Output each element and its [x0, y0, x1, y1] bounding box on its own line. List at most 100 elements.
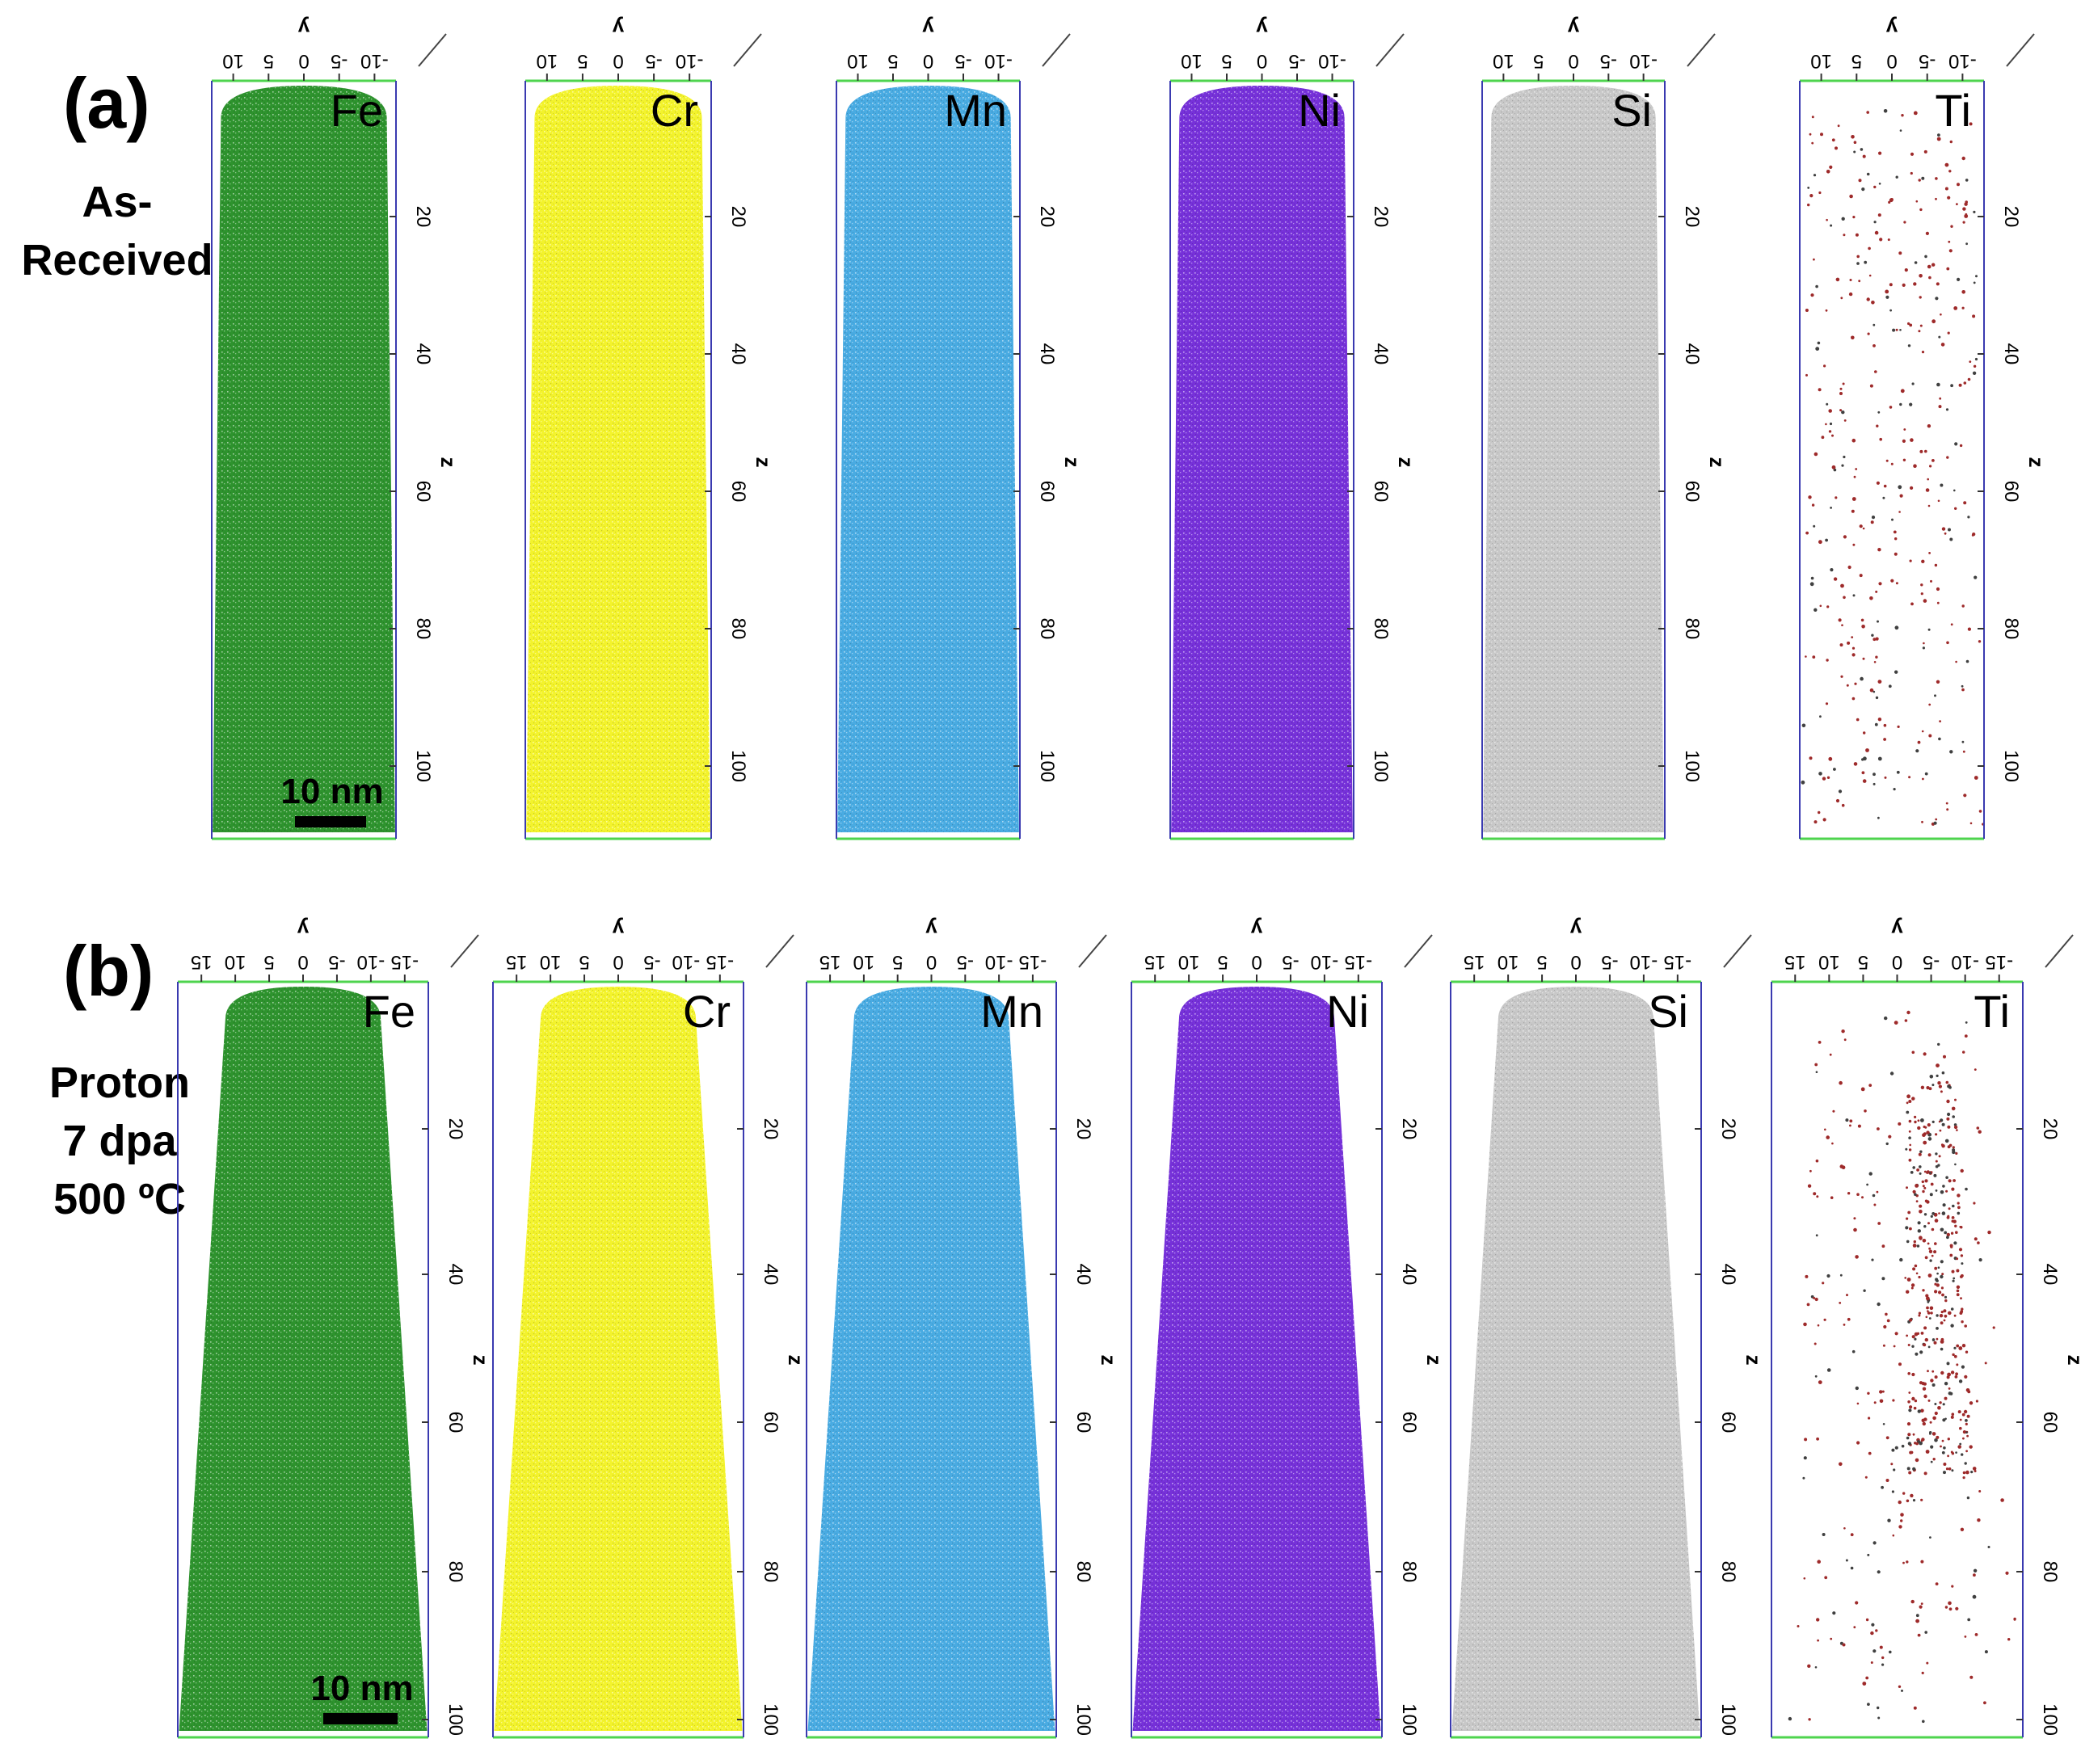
ti-atom: [1910, 1493, 1914, 1498]
ti-atom: [1937, 499, 1940, 503]
ti-atom: [1936, 1074, 1939, 1077]
ti-atom: [1910, 152, 1915, 156]
ti-atom: [1879, 238, 1883, 242]
ti-atom: [1935, 818, 1938, 821]
ti-atom: [1862, 527, 1865, 530]
z-tick-label: 80: [1036, 618, 1058, 640]
ti-atom: [1894, 1446, 1898, 1450]
ti-atom: [1956, 1129, 1958, 1131]
ti-atom: [1852, 216, 1856, 219]
ti-atom: [1912, 1166, 1915, 1169]
ti-atom: [1878, 582, 1882, 586]
ti-atom: [1948, 1311, 1952, 1316]
ti-atom: [1935, 1278, 1939, 1282]
ti-atom: [1930, 1379, 1934, 1383]
ti-atom: [1899, 402, 1902, 406]
element-label-si: Si: [1611, 85, 1652, 136]
ti-atom: [1965, 659, 1969, 663]
ti-atom: [1811, 503, 1815, 507]
ti-atom: [1809, 194, 1814, 198]
y-tick-label: 5: [1536, 951, 1547, 973]
ti-atom: [1838, 789, 1843, 794]
y-axis-name: y: [1891, 917, 1903, 941]
ti-atom: [1842, 1643, 1846, 1647]
ti-atom: [1978, 1490, 1982, 1492]
ti-atom: [1911, 1097, 1915, 1101]
ti-atom: [1936, 1337, 1939, 1341]
ti-atom: [1972, 314, 1976, 318]
ti-atom: [1961, 740, 1965, 743]
ti-atom: [1949, 750, 1953, 754]
ti-atom: [1929, 1075, 1934, 1079]
ti-atom: [1883, 109, 1888, 113]
ti-atom: [1984, 1362, 1987, 1365]
ti-atom: [1920, 1118, 1924, 1122]
ti-atom: [1906, 1499, 1910, 1503]
ti-atom: [1872, 344, 1876, 347]
ti-atom: [1910, 171, 1913, 175]
y-tick-label: 10: [1178, 951, 1200, 973]
ti-atom: [1950, 1307, 1954, 1311]
ti-atom: [1862, 657, 1865, 660]
ti-atom: [1914, 261, 1918, 264]
ti-atom: [1963, 381, 1967, 385]
ti-atom: [1969, 1401, 1974, 1405]
ti-atom: [1853, 1626, 1856, 1629]
ti-atom: [1934, 1290, 1938, 1294]
ti-atom: [1961, 306, 1965, 309]
ti-atom: [1938, 405, 1942, 409]
ti-atom: [1807, 1184, 1812, 1188]
y-tick-label: 0: [1257, 50, 1267, 72]
z-tick-label: 40: [1370, 343, 1392, 365]
ti-atom: [1818, 1380, 1822, 1384]
ti-atom: [1814, 820, 1818, 824]
condition-label-line: 7 dpa: [62, 1117, 177, 1165]
ti-atom: [1805, 373, 1808, 377]
ti-atom: [1947, 1215, 1950, 1218]
ti-atom: [1872, 1541, 1877, 1545]
ti-atom: [1922, 777, 1924, 781]
ti-atom: [1927, 1370, 1929, 1373]
z-tick-label: 40: [1717, 1264, 1739, 1286]
ti-atom: [1931, 1084, 1935, 1087]
ti-atom: [1906, 1217, 1909, 1220]
ti-atom: [1950, 225, 1953, 228]
ti-atom: [1865, 1676, 1869, 1680]
y-tick-label: 5: [892, 951, 903, 973]
z-axis-name: z: [2024, 457, 2049, 468]
ti-atom: [1948, 1607, 1953, 1611]
ti-atom: [1946, 1099, 1950, 1104]
ti-atom: [1941, 1071, 1945, 1075]
ti-atom: [1915, 1458, 1919, 1463]
ti-atom: [1962, 221, 1965, 224]
ti-atom: [1925, 1450, 1930, 1454]
ti-atom: [1931, 1383, 1936, 1387]
specimen-texture: [1451, 987, 1700, 1731]
ti-atom: [1965, 1419, 1968, 1422]
perspective-line: [450, 934, 479, 968]
ti-atom: [1934, 1219, 1939, 1223]
ti-atom: [1818, 810, 1821, 815]
ti-atom: [1851, 697, 1856, 701]
ti-atom: [1813, 1192, 1817, 1196]
ti-atom: [1936, 1314, 1939, 1317]
ti-atom: [1875, 590, 1878, 593]
y-axis-name: y: [1567, 16, 1579, 40]
ti-atom: [1977, 1241, 1980, 1244]
ti-atom: [1856, 1402, 1860, 1405]
z-tick-label: 100: [727, 750, 749, 782]
ti-atom: [1915, 749, 1919, 753]
ti-atom: [1899, 329, 1902, 331]
ti-atom: [1947, 1084, 1951, 1088]
scale-bar-line: [323, 1713, 398, 1724]
ti-atom: [1875, 637, 1879, 641]
ti-atom: [1939, 1401, 1942, 1404]
ti-atom: [1832, 1109, 1835, 1113]
ti-atom: [1861, 1196, 1864, 1199]
ti-atom: [1838, 618, 1842, 622]
perspective-line: [1078, 934, 1107, 968]
ti-atom: [1856, 255, 1860, 259]
ti-atom: [1847, 1317, 1851, 1321]
ti-atom: [1957, 1410, 1961, 1414]
atom-map-cr: 15 10 5 0 -5 -10 -15 y 20 40 60 80 100 z Cr: [492, 917, 808, 1739]
